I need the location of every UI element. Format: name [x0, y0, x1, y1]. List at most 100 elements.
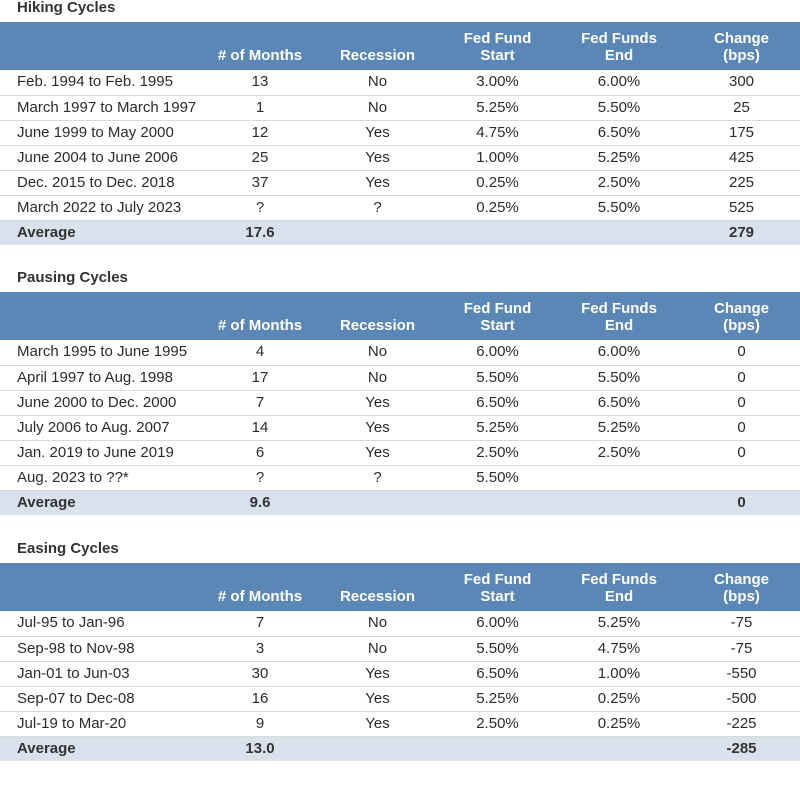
average-cell-fed-fund-start	[440, 490, 555, 515]
cell-period: March 2022 to July 2023	[0, 195, 205, 221]
average-cell-recession	[315, 220, 440, 245]
cell-fed-funds-end: 4.75%	[555, 636, 683, 662]
average-cell-fed-fund-start	[440, 736, 555, 761]
cell-recession: Yes	[315, 415, 440, 441]
cell-months: 7	[205, 611, 315, 637]
cell-months: 1	[205, 95, 315, 121]
cell-fed-fund-start: 5.50%	[440, 365, 555, 391]
cell-recession: Yes	[315, 686, 440, 712]
cell-change-bps: 175	[683, 120, 800, 146]
cell-recession: No	[315, 636, 440, 662]
cell-months: 3	[205, 636, 315, 662]
table-row: March 2022 to July 2023?? 0.25% 5.50% 525	[0, 195, 800, 221]
table-row: March 1995 to June 1995 4 No 6.00% 6.00% 0	[0, 340, 800, 366]
section-spacer	[0, 245, 800, 270]
cell-recession: Yes	[315, 711, 440, 737]
table-row: Dec. 2015 to Dec. 2018 37 Yes 0.25% 2.50% 225	[0, 170, 800, 196]
cell-fed-fund-start: 5.25%	[440, 686, 555, 712]
column-header-fed-funds-end: Fed Funds End	[581, 30, 657, 64]
cell-fed-fund-start: 5.50%	[440, 636, 555, 662]
cell-fed-funds-end: 6.00%	[555, 70, 683, 96]
cell-period: Jul-95 to Jan-96	[0, 611, 205, 637]
cell-change-bps: 0	[683, 415, 800, 441]
cell-recession: Yes	[315, 170, 440, 196]
table-row: Aug. 2023 to ??*?? 5.50%	[0, 465, 800, 491]
cell-fed-funds-end	[555, 465, 683, 491]
cell-months: 7	[205, 390, 315, 416]
column-header-fed-fund-start: Fed Fund Start	[463, 300, 532, 334]
column-header-fed-funds-end: Fed Funds End	[581, 571, 657, 605]
cell-period: Jan-01 to Jun-03	[0, 661, 205, 687]
column-header-recession: Recession	[339, 317, 416, 334]
cell-fed-funds-end: 0.25%	[555, 711, 683, 737]
cell-fed-funds-end: 1.00%	[555, 661, 683, 687]
cell-fed-funds-end: 0.25%	[555, 686, 683, 712]
cell-change-bps: 425	[683, 145, 800, 171]
column-header-period	[0, 563, 205, 611]
cell-period: June 1999 to May 2000	[0, 120, 205, 146]
fed-cycles-document: Hiking Cycles # of Months Recession Fed Fun…	[0, 0, 800, 761]
average-cell-fed-funds-end	[555, 490, 683, 515]
cell-fed-fund-start: 5.25%	[440, 415, 555, 441]
cell-change-bps: -75	[683, 611, 800, 637]
header-row: # of Months Recession Fed Fund Start Fed Fu…	[0, 292, 800, 340]
cell-change-bps: 0	[683, 390, 800, 416]
cell-recession: Yes	[315, 120, 440, 146]
cell-change-bps: 25	[683, 95, 800, 121]
table-row: Jan-01 to Jun-03 30 Yes 6.50% 1.00% -550	[0, 661, 800, 687]
cell-period: June 2004 to June 2006	[0, 145, 205, 171]
cell-period: Dec. 2015 to Dec. 2018	[0, 170, 205, 196]
cell-period: Sep-07 to Dec-08	[0, 686, 205, 712]
average-cell-months: 17.6	[205, 220, 315, 245]
average-cell-fed-funds-end	[555, 736, 683, 761]
cell-recession: No	[315, 365, 440, 391]
cell-months: 37	[205, 170, 315, 196]
average-row: Average 9.6 0	[0, 490, 800, 515]
cell-period: June 2000 to Dec. 2000	[0, 390, 205, 416]
easing-cycles-table: # of Months Recession Fed Fund Start Fed Fu…	[0, 563, 800, 761]
header-row: # of Months Recession Fed Fund Start Fed Fu…	[0, 563, 800, 611]
cell-fed-funds-end: 2.50%	[555, 440, 683, 466]
column-header-period	[0, 22, 205, 70]
cell-change-bps: -550	[683, 661, 800, 687]
column-header-recession: Recession	[339, 47, 416, 64]
cell-period: Jul-19 to Mar-20	[0, 711, 205, 737]
column-header-fed-funds-end: Fed Funds End	[581, 300, 657, 334]
cell-fed-fund-start: 6.50%	[440, 661, 555, 687]
cell-period: Sep-98 to Nov-98	[0, 636, 205, 662]
cell-fed-funds-end: 5.50%	[555, 365, 683, 391]
cell-months: 9	[205, 711, 315, 737]
cell-fed-fund-start: 0.25%	[440, 195, 555, 221]
cell-recession: ?	[315, 195, 440, 221]
cell-fed-funds-end: 5.50%	[555, 195, 683, 221]
cell-fed-funds-end: 6.50%	[555, 120, 683, 146]
cell-months: 16	[205, 686, 315, 712]
cell-months: 14	[205, 415, 315, 441]
cell-change-bps	[683, 465, 800, 491]
table-row: March 1997 to March 1997 1 No 5.25% 5.50% 25	[0, 95, 800, 121]
column-header-change-bps: Change (bps)	[713, 571, 769, 605]
cell-months: ?	[205, 465, 315, 491]
cell-months: 30	[205, 661, 315, 687]
cell-fed-funds-end: 6.50%	[555, 390, 683, 416]
column-header-recession: Recession	[339, 588, 416, 605]
cell-period: March 1997 to March 1997	[0, 95, 205, 121]
table-row: Sep-98 to Nov-98 3 No 5.50% 4.75% -75	[0, 636, 800, 662]
section-title: Pausing Cycles	[17, 269, 128, 286]
cell-period: July 2006 to Aug. 2007	[0, 415, 205, 441]
column-header-months: # of Months	[217, 588, 303, 605]
average-cell-fed-funds-end	[555, 220, 683, 245]
cell-months: 17	[205, 365, 315, 391]
table-row: June 2004 to June 2006 25 Yes 1.00% 5.25% 425	[0, 145, 800, 171]
cell-fed-fund-start: 4.75%	[440, 120, 555, 146]
hiking-cycles-table: # of Months Recession Fed Fund Start Fed Fu…	[0, 22, 800, 245]
cell-fed-fund-start: 5.50%	[440, 465, 555, 491]
cell-fed-fund-start: 2.50%	[440, 711, 555, 737]
table-row: Jul-95 to Jan-96 7 No 6.00% 5.25% -75	[0, 611, 800, 637]
section-spacer	[0, 515, 800, 541]
cell-fed-fund-start: 0.25%	[440, 170, 555, 196]
hiking-cycles-section: Hiking Cycles # of Months Recession Fed Fun…	[0, 0, 800, 245]
average-cell-months: 9.6	[205, 490, 315, 515]
cell-period: April 1997 to Aug. 1998	[0, 365, 205, 391]
cell-recession: No	[315, 95, 440, 121]
